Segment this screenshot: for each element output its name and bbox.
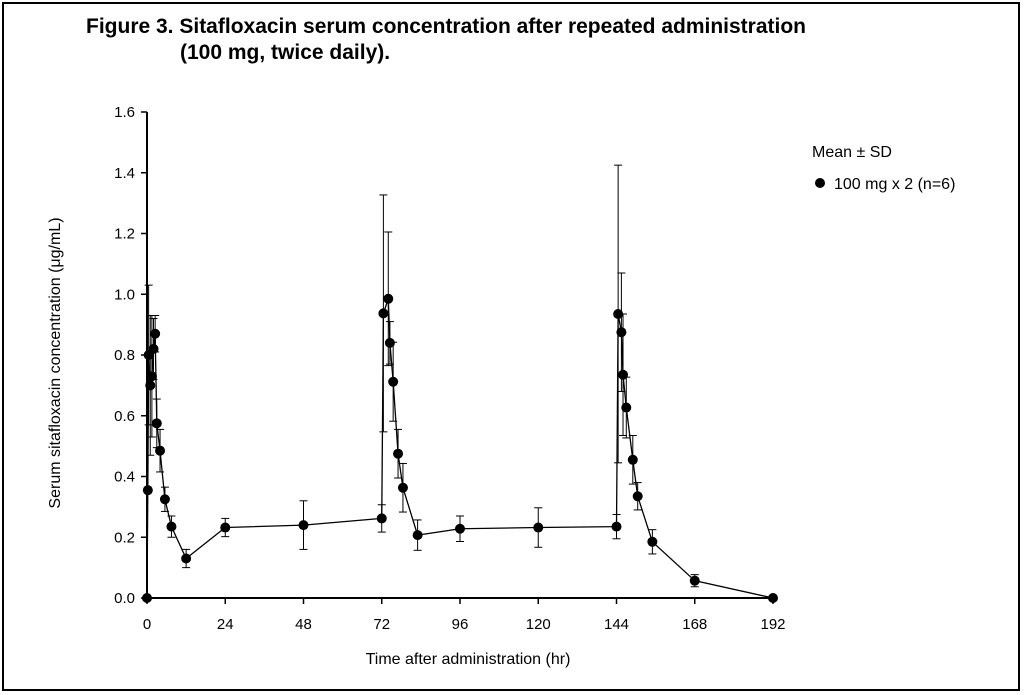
x-tick-label: 48 bbox=[295, 616, 312, 633]
data-point bbox=[142, 593, 152, 603]
data-point bbox=[533, 522, 544, 533]
x-tick-label: 120 bbox=[526, 616, 551, 633]
chart-axes: 0.0 0.2 0.4 0.6 0.8 1.0 1.2 1.4 1.6 0 24 48 72 96 120 1… bbox=[114, 104, 785, 633]
figure-title-line1: Figure 3. Sitafloxacin serum concentrati… bbox=[86, 15, 807, 38]
data-point bbox=[378, 308, 389, 319]
y-tick-label: 0.2 bbox=[114, 529, 135, 546]
data-point bbox=[618, 369, 629, 380]
legend-label: 100 mg x 2 (n=6) bbox=[834, 176, 955, 193]
data-point bbox=[616, 327, 627, 338]
data-point bbox=[768, 593, 778, 603]
data-point bbox=[647, 536, 658, 547]
series-layer bbox=[142, 164, 778, 603]
data-point bbox=[632, 491, 643, 502]
data-point bbox=[148, 343, 159, 354]
series-line bbox=[146, 298, 774, 599]
y-tick-label: 1.6 bbox=[114, 104, 135, 121]
data-point bbox=[388, 376, 399, 387]
data-point bbox=[181, 553, 192, 564]
data-point bbox=[397, 482, 408, 493]
data-point bbox=[689, 575, 700, 586]
data-point bbox=[412, 530, 423, 541]
data-point bbox=[159, 494, 170, 505]
x-tick-label: 168 bbox=[682, 616, 707, 633]
data-point bbox=[166, 521, 177, 532]
y-tick-label: 1.2 bbox=[114, 226, 135, 243]
data-point bbox=[151, 418, 162, 429]
data-point bbox=[220, 522, 231, 533]
data-point bbox=[145, 380, 156, 391]
y-tick-label: 1.4 bbox=[114, 165, 135, 182]
x-tick-label: 144 bbox=[604, 616, 629, 633]
data-point bbox=[613, 308, 624, 319]
data-point bbox=[621, 402, 632, 413]
y-axis-label: Serum sitafloxacin concentration (μg/mL) bbox=[47, 217, 64, 508]
y-tick-label: 0.8 bbox=[114, 347, 135, 364]
data-point bbox=[155, 445, 166, 456]
x-tick-label: 24 bbox=[217, 616, 234, 633]
data-point bbox=[383, 293, 394, 304]
data-point bbox=[611, 521, 622, 532]
data-point bbox=[393, 448, 404, 459]
data-point bbox=[150, 328, 161, 339]
x-tick-label: 96 bbox=[452, 616, 469, 633]
data-point bbox=[298, 520, 309, 531]
x-axis-label: Time after administration (hr) bbox=[366, 651, 571, 668]
data-point bbox=[627, 454, 638, 465]
data-point bbox=[146, 371, 157, 382]
legend: Mean ± SD 100 mg x 2 (n=6) bbox=[812, 144, 955, 193]
legend-title: Mean ± SD bbox=[812, 144, 892, 161]
x-tick-label: 72 bbox=[373, 616, 390, 633]
y-tick-label: 0.4 bbox=[114, 469, 135, 486]
legend-marker bbox=[815, 178, 825, 188]
data-point bbox=[142, 485, 153, 496]
y-tick-label: 0.6 bbox=[114, 408, 135, 425]
x-tick-label: 192 bbox=[760, 616, 785, 633]
data-point bbox=[376, 513, 387, 524]
data-point bbox=[455, 523, 465, 534]
data-point bbox=[384, 337, 395, 348]
x-tick-label: 0 bbox=[143, 616, 151, 633]
y-tick-label: 0.0 bbox=[114, 590, 135, 607]
figure-title-line2: (100 mg, twice daily). bbox=[180, 41, 391, 64]
y-tick-label: 1.0 bbox=[114, 286, 135, 303]
